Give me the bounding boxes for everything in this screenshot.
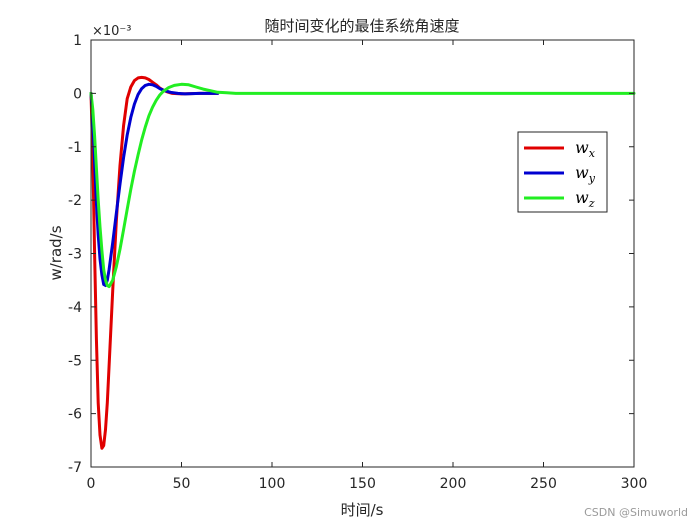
series-layer [89, 75, 636, 450]
x-tick-label-0: 0 [87, 476, 96, 492]
y-tick-label-0: 0 [73, 86, 82, 102]
x-tick-label-300: 300 [621, 476, 648, 492]
legend-label-w_x: wx [575, 138, 596, 160]
y-axis-label: w/rad/s [47, 225, 65, 280]
y-tick-label--4: -4 [68, 300, 82, 316]
x-tick-label-100: 100 [259, 476, 286, 492]
legend: wx wy wz [517, 131, 608, 213]
y-tick-label-1: 1 [73, 33, 82, 49]
x-tick-label-200: 200 [440, 476, 467, 492]
x-tick-label-250: 250 [530, 476, 557, 492]
y-tick-label--1: -1 [68, 140, 82, 156]
watermark: CSDN @Simuworld [584, 506, 688, 519]
y-tick-label--3: -3 [68, 247, 82, 263]
chart-title: 随时间变化的最佳系统角速度 [264, 17, 459, 35]
y-tick-label--2: -2 [68, 193, 82, 209]
x-tick-label-150: 150 [349, 476, 376, 492]
series-line-w_y [89, 82, 220, 287]
axes-layer [90, 39, 635, 468]
y-tick-label--5: -5 [68, 353, 82, 369]
x-tick-label-50: 50 [173, 476, 191, 492]
plot-area [91, 40, 634, 467]
y-tick-label--6: -6 [68, 407, 82, 423]
x-axis-label: 时间/s [341, 501, 384, 519]
tick-labels: 0 50 100 150 200 250 300 -7 -6 -5 -4 -3 -2 -1 0 1 [68, 33, 647, 492]
legend-label-w_y: wy [575, 163, 596, 185]
y-exponent-label: ×10⁻³ [92, 24, 132, 39]
y-tick-label--7: -7 [68, 460, 82, 476]
series-line-w_z [89, 82, 636, 289]
legend-label-w_z: wz [575, 188, 595, 210]
